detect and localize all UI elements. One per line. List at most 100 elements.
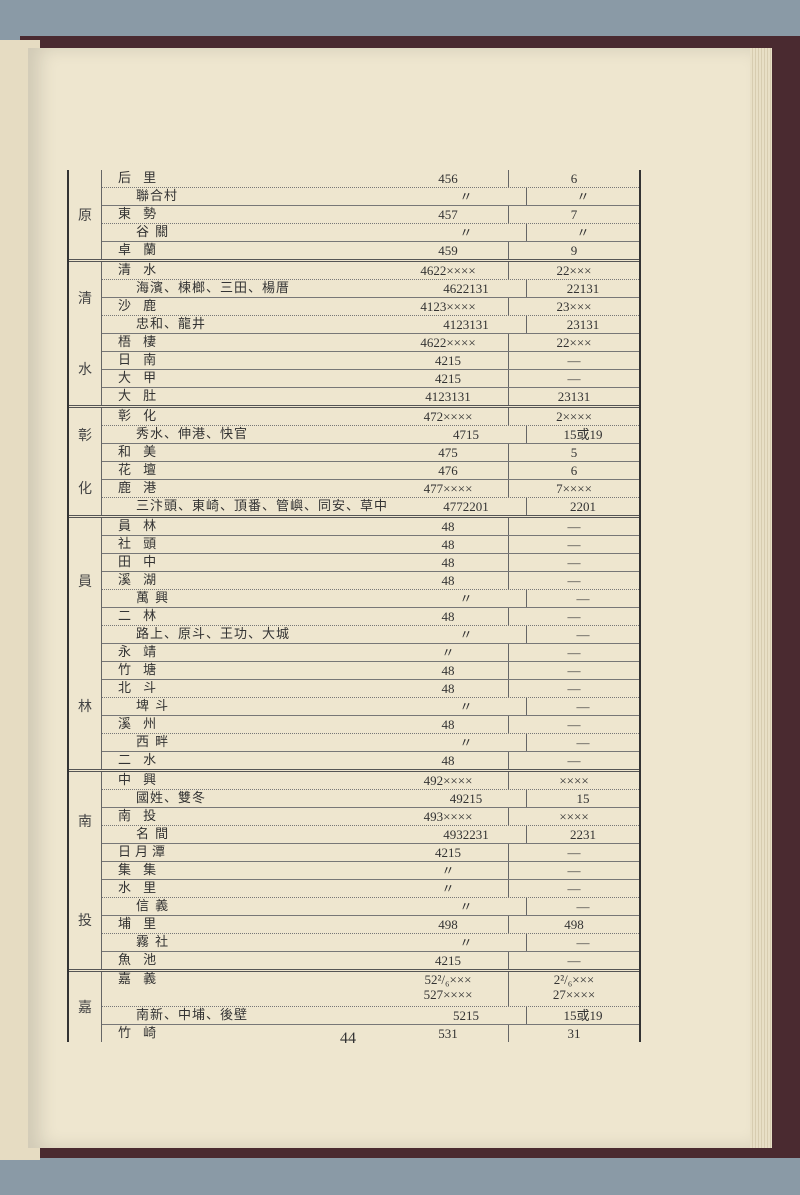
table-row: 嘉 義 52²/₆××× 527×××× 2²/₆××× 27××××	[102, 972, 639, 1007]
code-value: 4123131	[388, 388, 509, 405]
region-label: 嘉	[69, 972, 102, 1042]
place-name: 秀水、伸港、快官	[136, 427, 249, 442]
place-name: 和 美	[118, 445, 161, 460]
place-name: 西 畔	[136, 735, 170, 750]
region-group: 原后 里 456 6 聯合村〃〃東 勢 457 7 谷 關〃〃卓 蘭 459 9	[69, 170, 639, 262]
table-row: 聯合村 〃 〃	[102, 188, 639, 206]
table-row: 魚 池 4215 —	[102, 952, 639, 969]
region-label-char: 水	[78, 362, 92, 379]
code-value: 49215	[406, 790, 527, 807]
code-value: 48	[388, 536, 509, 553]
code-value: 459	[388, 242, 509, 259]
table-row: 二 林 48 —	[102, 608, 639, 626]
code-value: 48	[388, 662, 509, 679]
table-row: 溪 湖 48 —	[102, 572, 639, 590]
table-row: 信 義 〃 —	[102, 898, 639, 916]
sub-code-value: 15或19	[563, 427, 603, 442]
code-value: 〃	[388, 880, 509, 897]
code-value: 493××××	[388, 808, 509, 825]
region-label-char: 投	[78, 912, 92, 929]
place-name: 谷 關	[136, 225, 170, 240]
table-row: 竹 崎 531 31	[102, 1025, 639, 1042]
place-name: 后 里	[118, 171, 161, 186]
sub-code-value: 23×××	[556, 299, 592, 314]
region-group: 嘉 嘉 義 52²/₆××× 527×××× 2²/₆××× 27×××× 南新、中埔、…	[69, 972, 639, 1042]
code-value: 48	[388, 752, 509, 769]
code-value: 498	[388, 916, 509, 933]
code-value: 472××××	[388, 408, 509, 425]
code-value: 457	[388, 206, 509, 223]
sub-code-value: —	[567, 537, 581, 552]
sub-code-value: 22131	[566, 281, 600, 296]
code-value: 〃	[406, 626, 527, 643]
code-value: 475	[388, 444, 509, 461]
sub-code-value: —	[576, 735, 590, 750]
sub-code-value: —	[567, 353, 581, 368]
table-row: 秀水、伸港、快官 4715 15或19	[102, 426, 639, 444]
table-row: 田 中 48 —	[102, 554, 639, 572]
table-row: 水 里 〃 —	[102, 880, 639, 898]
code-value: 4622131	[406, 280, 527, 297]
place-name: 東 勢	[118, 207, 161, 222]
place-name: 清 水	[118, 263, 161, 278]
table-row: 竹 塘 48 —	[102, 662, 639, 680]
sub-code-value: 5	[570, 445, 578, 460]
table-row: 國姓、雙冬 49215 15	[102, 790, 639, 808]
place-name: 社 頭	[118, 537, 161, 552]
region-label-char: 嘉	[78, 1000, 92, 1016]
place-name: 田 中	[118, 555, 161, 570]
code-value: 48	[388, 680, 509, 697]
place-name: 永 靖	[118, 645, 161, 660]
region-label-char: 員	[78, 573, 92, 590]
place-name: 國姓、雙冬	[136, 791, 207, 806]
sub-code-value: —	[567, 371, 581, 386]
table-row: 沙 鹿 4123×××× 23×××	[102, 298, 639, 316]
code-value: 4123××××	[388, 298, 509, 315]
code-value: 48	[388, 608, 509, 625]
region-group: 清水清 水 4622×××× 22××× 海濱、楝榔、三田、楊厝 4622131 2213…	[69, 262, 639, 408]
sub-code-value: —	[576, 591, 590, 606]
code-value: 4215	[388, 370, 509, 387]
code-value: 477××××	[388, 480, 509, 497]
code-value: 48	[388, 572, 509, 589]
place-name: 信 義	[136, 899, 170, 914]
code-value: 456	[388, 170, 509, 187]
region-group: 南投 中 興 492×××× ×××× 國姓、雙冬 49215 15 南 投 493×××× ××…	[69, 772, 639, 972]
sub-code-value: 7××××	[556, 481, 592, 496]
table-row: 北 斗 48 —	[102, 680, 639, 698]
code-value: 476	[388, 462, 509, 479]
place-name: 霧 社	[136, 935, 170, 950]
code-value: 〃	[406, 898, 527, 915]
code-value: 48	[388, 716, 509, 733]
table-row: 花 壇 476 6	[102, 462, 639, 480]
sub-code-value: 498	[564, 917, 584, 932]
sub-code-value: 7	[570, 207, 578, 222]
sub-code-value: —	[567, 953, 581, 968]
place-name: 北 斗	[118, 681, 161, 696]
sub-code-value: 22×××	[556, 263, 592, 278]
place-name: 忠和、龍井	[136, 317, 207, 332]
place-name: 彰 化	[118, 409, 161, 424]
table-row: 員 林 48 —	[102, 518, 639, 536]
table-row: 和 美 475 5	[102, 444, 639, 462]
code-value: 〃	[406, 734, 527, 751]
table-row: 西 畔 〃 —	[102, 734, 639, 752]
table-row: 埔 里 498 498	[102, 916, 639, 934]
sub-code-value: —	[567, 609, 581, 624]
place-name: 員 林	[118, 519, 161, 534]
sub-code-value: 6	[570, 171, 578, 186]
place-name: 南 投	[118, 809, 161, 824]
table-row: 卓 蘭 459 9	[102, 242, 639, 259]
code-value: 〃	[406, 188, 527, 205]
code-value: 〃	[388, 862, 509, 879]
page-number: 44	[340, 1030, 356, 1047]
sub-code-value: —	[567, 645, 581, 660]
place-name: 魚 池	[118, 953, 161, 968]
place-name: 竹 塘	[118, 663, 161, 678]
table-row: 后 里 456 6	[102, 170, 639, 188]
code-value: 52²/₆××× 527××××	[388, 972, 509, 1006]
code-value: 48	[388, 554, 509, 571]
code-value: 〃	[406, 698, 527, 715]
sub-code-value: —	[567, 555, 581, 570]
place-name: 沙 鹿	[118, 299, 161, 314]
